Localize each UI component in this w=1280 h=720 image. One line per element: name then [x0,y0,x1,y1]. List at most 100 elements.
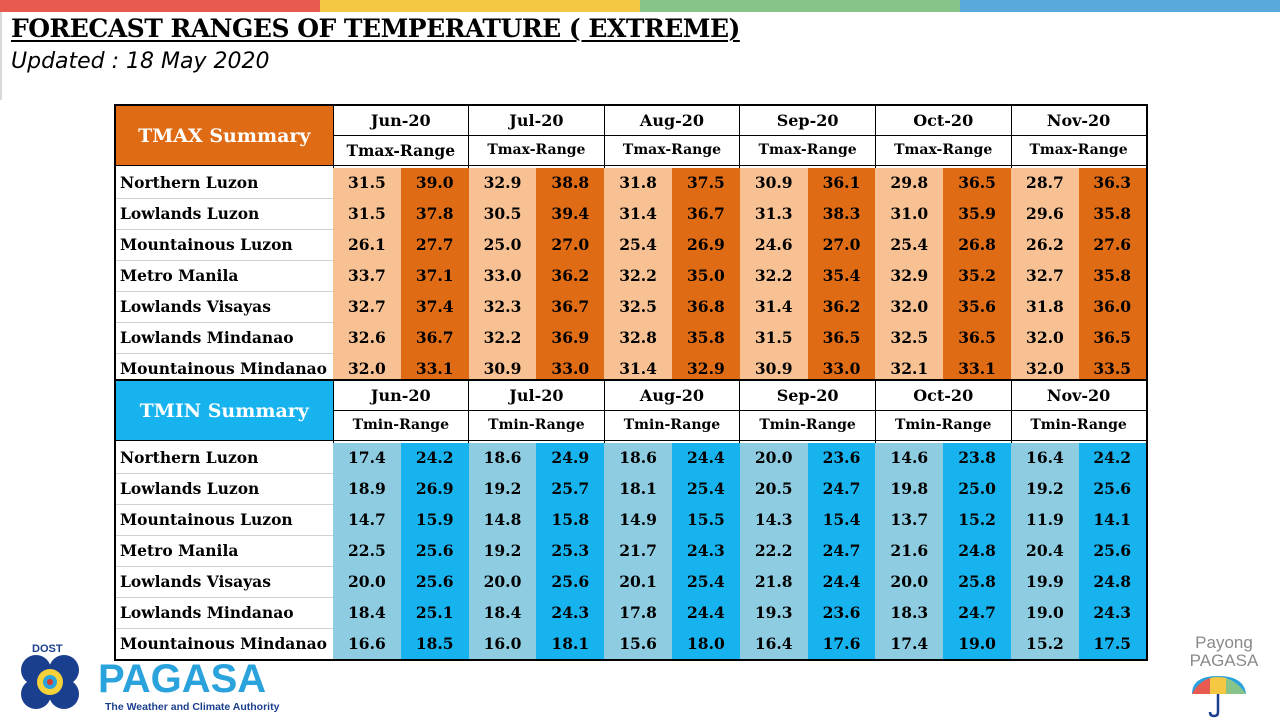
range-high-value: 23.8 [943,443,1012,474]
tmax-month-header: Oct-20 [874,105,1012,136]
tmax-range-label: Tmax-Range [332,135,469,166]
tmax-range-label: Tmax-Range [874,135,1012,166]
range-high-value: 36.8 [671,291,740,323]
tmin-range-label: Tmin-Range [1010,410,1147,441]
range-high-value: 35.2 [943,260,1012,292]
range-high-value: 35.8 [1078,198,1147,230]
payong-label-line1: Payong [1195,633,1253,652]
range-low-value: 20.0 [333,566,401,598]
range-low-value: 21.7 [604,535,672,567]
range-low-value: 18.9 [333,473,401,505]
tmin-gap [115,440,333,443]
range-high-value: 19.0 [943,628,1012,660]
range-low-value: 25.4 [875,229,944,261]
range-high-value: 36.7 [400,322,469,354]
range-high-value: 26.9 [400,473,469,505]
range-high-value: 14.1 [1078,504,1147,536]
tmin-gap [943,440,1012,443]
tmax-gap [468,165,537,168]
tmax-gap [400,165,469,168]
tmin-gap [739,440,808,443]
range-high-value: 18.1 [536,628,605,660]
range-high-value: 37.4 [400,291,469,323]
tmin-gap [1078,440,1147,443]
range-high-value: 24.2 [1078,443,1147,474]
range-low-value: 31.5 [333,168,401,199]
tmin-month-header: Nov-20 [1010,380,1147,411]
region-name: Lowlands Mindanao [115,597,333,629]
table-row: Metro Manila 33.7 37.1 33.0 36.2 32.2 35.0 32.2… [115,260,1147,292]
range-high-value: 36.2 [536,260,605,292]
range-high-value: 25.0 [943,473,1012,505]
range-high-value: 35.4 [807,260,876,292]
range-low-value: 31.5 [739,322,808,354]
tmax-gap [536,165,605,168]
range-low-value: 19.2 [1011,473,1079,505]
tmin-range-label: Tmin-Range [739,410,876,441]
top-bar-red [0,0,320,12]
range-low-value: 20.0 [739,443,808,474]
range-low-value: 26.2 [1011,229,1079,261]
umbrella-icon [1192,676,1246,718]
range-low-value: 16.4 [739,628,808,660]
region-name: Northern Luzon [115,168,333,199]
range-high-value: 24.3 [536,597,605,629]
range-low-value: 32.9 [468,168,537,199]
range-low-value: 32.7 [1011,260,1079,292]
range-high-value: 17.5 [1078,628,1147,660]
tmin-gap [468,440,537,443]
range-high-value: 25.4 [671,473,740,505]
table-row: Lowlands Mindanao 18.4 25.1 18.4 24.3 17.8 24.… [115,597,1147,629]
range-high-value: 25.1 [400,597,469,629]
tmin-summary-label: TMIN Summary [115,380,333,441]
range-low-value: 31.5 [333,198,401,230]
tmin-gap [671,440,740,443]
tmin-month-header: Oct-20 [874,380,1012,411]
tmax-month-header: Sep-20 [739,105,876,136]
tmin-month-header: Sep-20 [739,380,876,411]
range-high-value: 27.0 [536,229,605,261]
range-low-value: 32.0 [1011,322,1079,354]
tmax-month-header: Jun-20 [332,105,469,136]
pagasa-logo: DOST PAGASA The Weather and Climate Auth… [21,643,280,713]
range-high-value: 25.6 [400,535,469,567]
tmax-gap [332,165,401,168]
range-low-value: 32.3 [468,291,537,323]
range-high-value: 36.3 [1078,168,1147,199]
range-low-value: 22.2 [739,535,808,567]
range-low-value: 32.8 [604,322,672,354]
range-low-value: 18.6 [468,443,537,474]
tmin-range-label: Tmin-Range [468,410,605,441]
top-bar-blue [960,0,1280,12]
range-high-value: 24.4 [807,566,876,598]
tmin-range-label: Tmin-Range [874,410,1012,441]
range-low-value: 24.6 [739,229,808,261]
payong-pagasa-logo: Payong PAGASA [1190,633,1259,718]
range-low-value: 32.7 [333,291,401,323]
range-low-value: 18.3 [875,597,944,629]
range-low-value: 19.9 [1011,566,1079,598]
tmin-range-label: Tmin-Range [603,410,740,441]
range-low-value: 16.0 [468,628,537,660]
range-low-value: 20.1 [604,566,672,598]
range-high-value: 36.2 [807,291,876,323]
range-high-value: 26.9 [671,229,740,261]
range-high-value: 36.7 [536,291,605,323]
range-high-value: 37.5 [671,168,740,199]
range-high-value: 24.3 [671,535,740,567]
range-high-value: 27.6 [1078,229,1147,261]
range-high-value: 35.8 [671,322,740,354]
range-high-value: 15.5 [671,504,740,536]
range-low-value: 32.2 [468,322,537,354]
range-high-value: 15.2 [943,504,1012,536]
range-low-value: 20.5 [739,473,808,505]
tmin-gap [400,440,469,443]
range-low-value: 32.6 [333,322,401,354]
region-name: Mountainous Luzon [115,504,333,536]
range-high-value: 23.6 [807,597,876,629]
range-low-value: 29.6 [1011,198,1079,230]
range-low-value: 32.5 [875,322,944,354]
range-high-value: 25.6 [400,566,469,598]
range-high-value: 36.5 [1078,322,1147,354]
tmax-range-label: Tmax-Range [1010,135,1147,166]
